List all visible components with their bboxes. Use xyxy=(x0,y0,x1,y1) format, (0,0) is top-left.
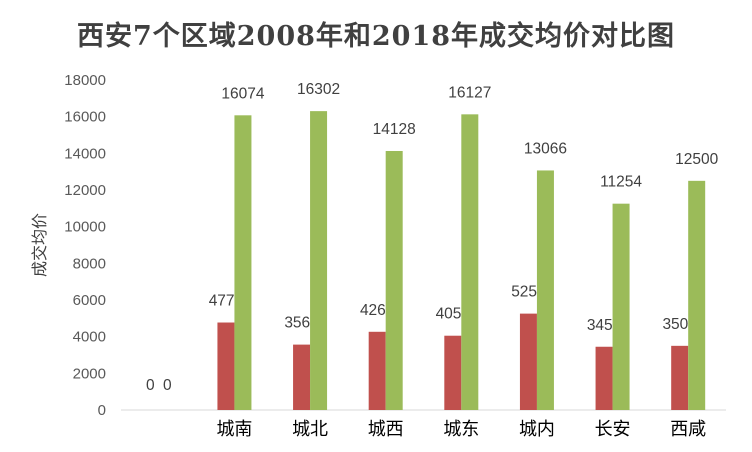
x-tick-label: 西咸 xyxy=(670,419,706,440)
data-label: 0 xyxy=(146,377,155,394)
x-tick-label: 城南 xyxy=(216,419,252,440)
bar xyxy=(310,111,328,410)
y-axis-title: 成交均价 xyxy=(30,213,49,277)
data-label: 0 xyxy=(163,377,172,394)
y-tick-label: 16000 xyxy=(64,109,106,126)
data-label: 11254 xyxy=(600,174,642,191)
bar xyxy=(612,203,630,410)
data-label: 12500 xyxy=(675,151,718,168)
bar xyxy=(217,322,235,410)
bar xyxy=(671,345,689,410)
y-tick-label: 0 xyxy=(98,402,106,419)
data-label: 13066 xyxy=(524,140,567,157)
bar xyxy=(293,344,311,410)
bar xyxy=(444,335,462,410)
bar xyxy=(536,170,554,410)
bar xyxy=(595,346,613,410)
x-tick-label: 长安 xyxy=(595,419,631,440)
y-tick-label: 6000 xyxy=(73,292,106,309)
chart-title: 西安7个区域2008年和2018年成交均价对比图 xyxy=(76,21,676,52)
y-tick-label: 10000 xyxy=(64,219,106,236)
data-label: 16302 xyxy=(297,81,340,98)
data-label: 16074 xyxy=(221,85,264,102)
y-tick-label: 4000 xyxy=(73,329,106,346)
x-tick-label: 城西 xyxy=(368,419,404,440)
bar xyxy=(368,331,386,410)
y-tick-label: 8000 xyxy=(73,255,106,272)
x-tick-label: 城北 xyxy=(292,419,328,440)
x-tick-label: 城内 xyxy=(519,419,555,440)
y-tick-label: 2000 xyxy=(73,365,106,382)
y-tick-label: 18000 xyxy=(64,72,106,89)
y-tick-label: 14000 xyxy=(64,145,106,162)
data-label: 14128 xyxy=(373,121,416,138)
bar xyxy=(519,313,537,410)
y-tick-label: 12000 xyxy=(64,182,106,199)
data-label: 16127 xyxy=(448,84,491,101)
x-tick-label: 城东 xyxy=(443,419,479,440)
bar xyxy=(234,115,252,410)
bar xyxy=(688,180,706,410)
bar xyxy=(461,114,479,411)
bar xyxy=(385,150,403,410)
